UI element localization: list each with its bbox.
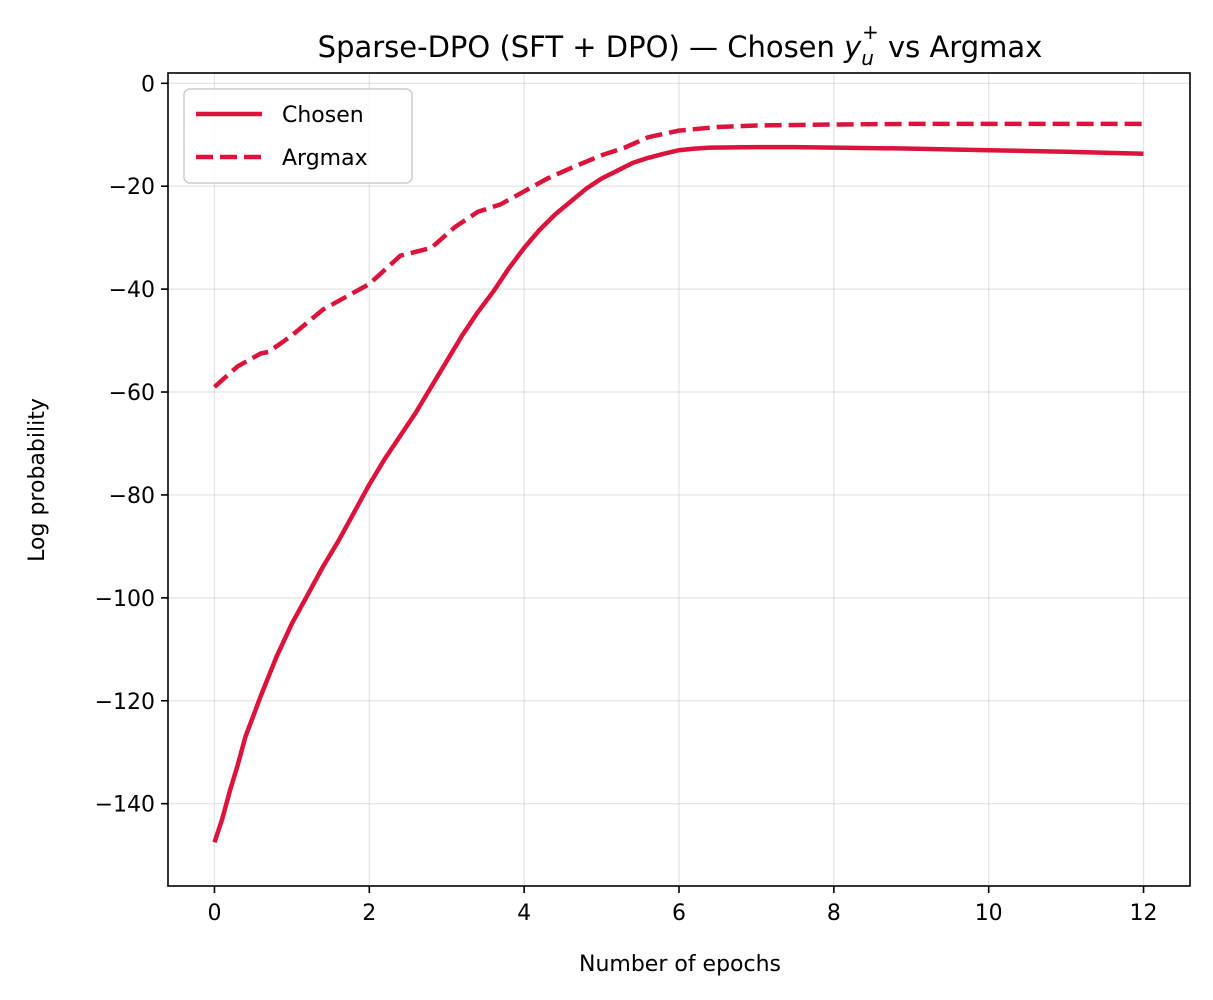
x-tick-label: 12 <box>1130 901 1158 926</box>
grid-lines <box>168 73 1190 886</box>
legend: Chosen Argmax <box>183 88 413 184</box>
y-tick-label: −140 <box>95 793 155 818</box>
y-axis-ticks: 0 −20 −40 −60 −80 −100 −120 −140 <box>95 72 168 818</box>
y-tick-label: −120 <box>95 690 155 715</box>
legend-label-argmax: Argmax <box>282 146 368 171</box>
y-tick-label: −80 <box>109 484 155 509</box>
series-line-chosen <box>212 144 1144 844</box>
legend-label-chosen: Chosen <box>282 103 364 128</box>
y-tick-label: −40 <box>109 278 155 303</box>
series-line-argmax <box>213 121 1144 389</box>
plot-series <box>212 121 1144 844</box>
x-tick-label: 6 <box>672 901 686 926</box>
x-axis-label: Number of epochs <box>579 952 781 977</box>
chart-title: Sparse-DPO (SFT + DPO) — Chosen yu+ vs A… <box>318 20 1043 70</box>
x-tick-label: 4 <box>517 901 531 926</box>
x-tick-label: 8 <box>827 901 841 926</box>
chart-title-prefix: Sparse-DPO (SFT + DPO) — Chosen <box>318 30 844 64</box>
y-tick-label: 0 <box>141 72 155 97</box>
chart-title-suffix: vs Argmax <box>879 30 1043 64</box>
chart-title-math-sub: u <box>861 46 874 70</box>
y-tick-label: −60 <box>109 381 155 406</box>
x-axis-ticks: 0 2 4 6 8 10 12 <box>207 886 1158 926</box>
y-tick-label: −100 <box>95 587 155 612</box>
x-tick-label: 10 <box>975 901 1003 926</box>
y-tick-label: −20 <box>109 175 155 200</box>
x-tick-label: 0 <box>207 901 221 926</box>
chart-title-math-sup: + <box>862 20 879 44</box>
x-tick-label: 2 <box>362 901 376 926</box>
chart-title-math-base: y <box>843 30 862 64</box>
y-axis-label: Log probability <box>25 398 50 562</box>
